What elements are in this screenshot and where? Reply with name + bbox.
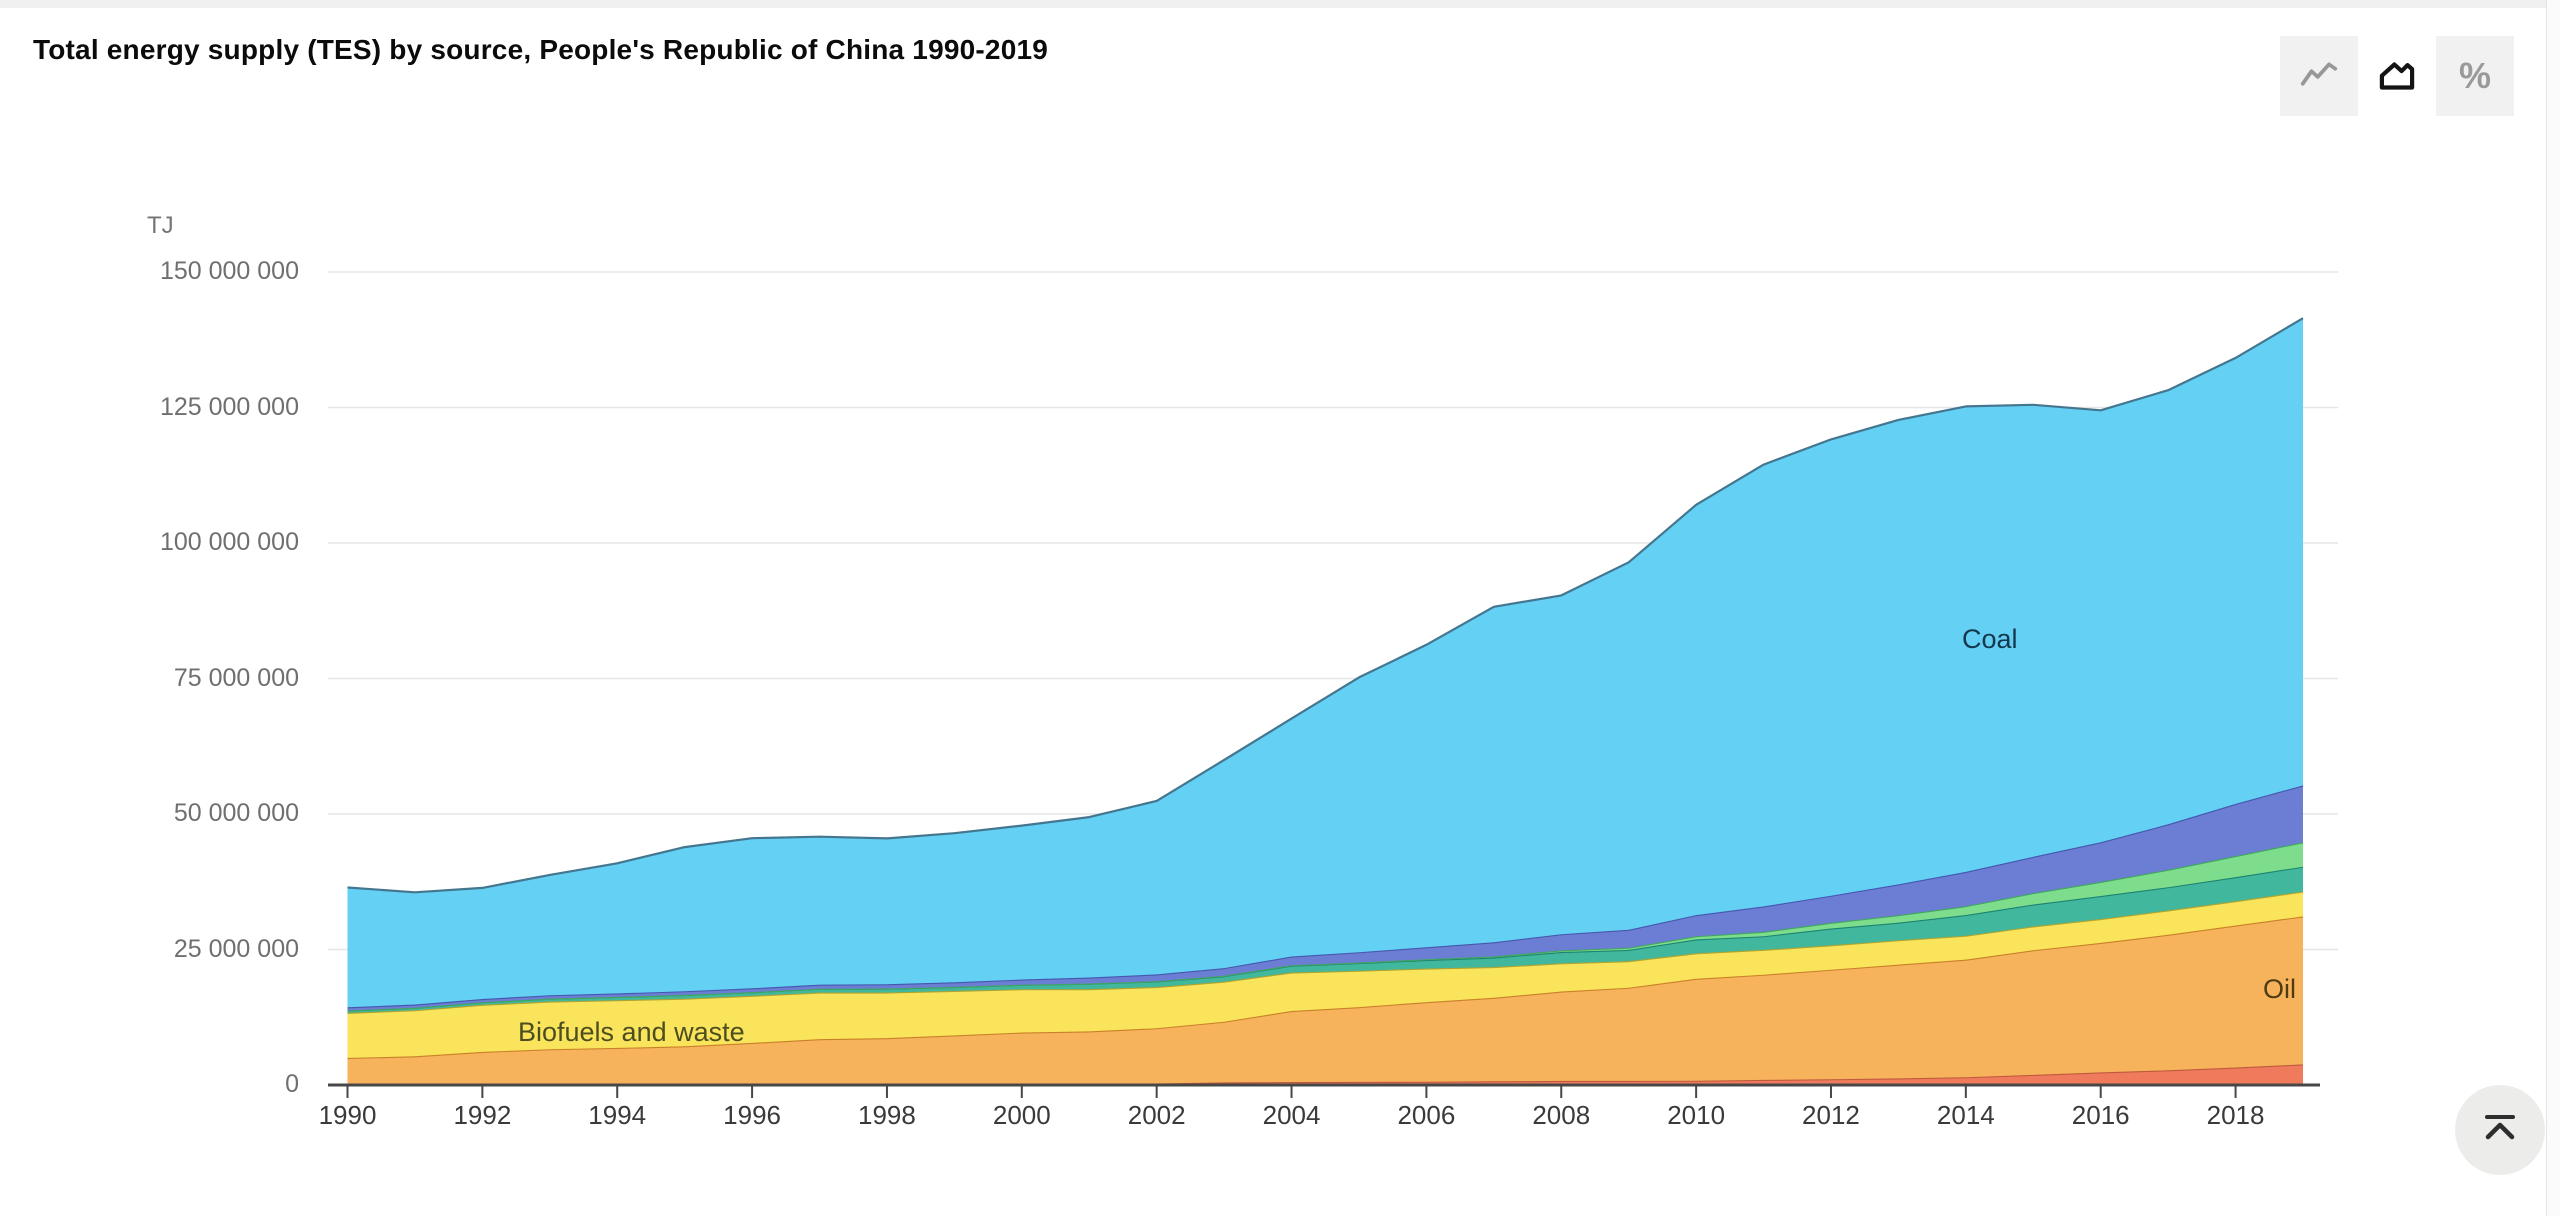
x-tick-label: 2006 bbox=[1397, 1100, 1456, 1130]
series-label-biofuels-and-waste: Biofuels and waste bbox=[518, 1017, 745, 1047]
x-tick-label: 1990 bbox=[318, 1100, 377, 1130]
x-tick-label: 1994 bbox=[588, 1100, 647, 1130]
x-tick-label: 2002 bbox=[1127, 1100, 1186, 1130]
y-tick-label: 50 000 000 bbox=[173, 799, 299, 827]
y-tick-label: 0 bbox=[285, 1070, 299, 1098]
boundary-coal bbox=[347, 317, 2304, 894]
x-tick-label: 2014 bbox=[1936, 1100, 1995, 1130]
x-tick-label: 2016 bbox=[2071, 1100, 2130, 1130]
y-tick-label: 150 000 000 bbox=[159, 257, 299, 285]
area-natural-gas[interactable] bbox=[347, 785, 2304, 1011]
x-tick-label: 2004 bbox=[1262, 1100, 1321, 1130]
area-biofuels-and-waste[interactable] bbox=[347, 891, 2304, 1058]
area-chart-icon bbox=[2376, 54, 2418, 99]
y-tick-label: 25 000 000 bbox=[173, 934, 299, 963]
series-label-oil: Oil bbox=[2263, 974, 2296, 1004]
scroll-to-top-icon bbox=[2476, 1105, 2524, 1156]
y-tick-label: 75 000 000 bbox=[173, 663, 299, 692]
line-chart-view-button[interactable] bbox=[2280, 36, 2358, 116]
percent-icon: % bbox=[2458, 55, 2491, 96]
area-coal[interactable] bbox=[347, 318, 2304, 1008]
x-tick-label: 1998 bbox=[858, 1100, 916, 1130]
y-tick-label: 125 000 000 bbox=[159, 392, 299, 421]
x-tick-label: 2008 bbox=[1532, 1100, 1591, 1130]
x-tick-label: 1996 bbox=[723, 1100, 781, 1130]
scrollbar-track[interactable] bbox=[2546, 0, 2560, 1216]
page-top-strip bbox=[0, 0, 2560, 8]
chart-type-toolbar: % bbox=[2280, 36, 2514, 116]
y-axis-unit-label: TJ bbox=[147, 212, 174, 239]
y-tick-label: 100 000 000 bbox=[159, 528, 299, 556]
x-tick-label: 2000 bbox=[992, 1100, 1051, 1130]
area-oil[interactable] bbox=[347, 916, 2304, 1085]
scroll-to-top-button[interactable] bbox=[2455, 1085, 2545, 1175]
x-tick-label: 1992 bbox=[453, 1100, 512, 1130]
x-tick-label: 2010 bbox=[1667, 1100, 1726, 1130]
chart-title: Total energy supply (TES) by source, Peo… bbox=[33, 34, 1049, 65]
percent-view-button[interactable]: % bbox=[2436, 36, 2514, 116]
area-chart-view-button[interactable] bbox=[2358, 36, 2436, 116]
line-chart-icon bbox=[2299, 55, 2339, 98]
x-tick-label: 2012 bbox=[1802, 1100, 1860, 1130]
x-tick-label: 2018 bbox=[2206, 1100, 2265, 1130]
series-label-coal: Coal bbox=[1962, 624, 2018, 654]
